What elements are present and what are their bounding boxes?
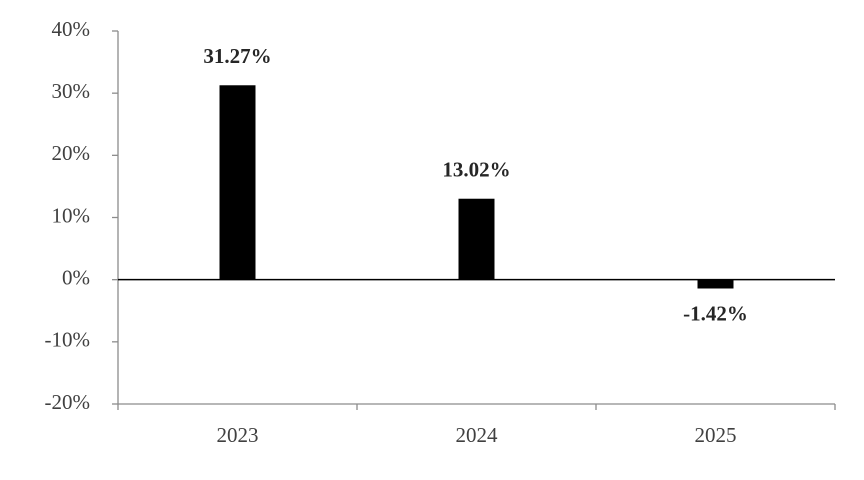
y-tick-label: 10% (52, 203, 91, 227)
bar (219, 85, 256, 280)
data-label: 31.27% (203, 44, 271, 68)
y-tick-label: -10% (45, 328, 91, 352)
data-label: 13.02% (442, 158, 510, 182)
y-tick-label: -20% (45, 390, 91, 414)
x-tick-label: 2025 (695, 423, 737, 447)
x-tick-label: 2023 (217, 423, 259, 447)
y-tick-label: 30% (52, 79, 91, 103)
x-tick-label: 2024 (456, 423, 499, 447)
y-tick-label: 40% (52, 17, 91, 41)
data-label: -1.42% (683, 301, 748, 325)
y-tick-label: 0% (62, 265, 90, 289)
y-tick-label: 20% (52, 141, 91, 165)
bar (458, 198, 495, 280)
bar (697, 279, 734, 289)
